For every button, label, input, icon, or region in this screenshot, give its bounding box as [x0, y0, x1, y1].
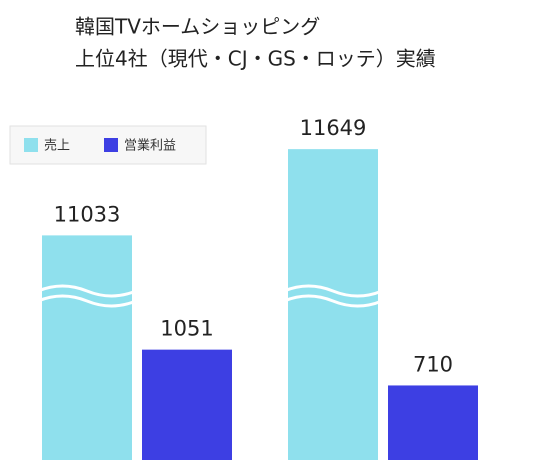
axis-break — [37, 284, 137, 298]
bar — [142, 349, 232, 460]
legend-swatch — [24, 138, 38, 152]
axis-break — [283, 284, 383, 298]
axis-break — [283, 294, 383, 308]
chart-title: 上位4社（現代・CJ・GS・ロッテ）実績 — [75, 47, 436, 71]
bar — [388, 385, 478, 460]
axis-break — [37, 294, 137, 308]
value-label: 1051 — [160, 317, 213, 341]
value-label: 11033 — [54, 202, 121, 226]
legend-label: 売上 — [44, 138, 70, 154]
legend-label: 営業利益 — [124, 138, 176, 154]
chart-title: 韓国TVホームショッピング — [75, 15, 320, 39]
legend-swatch — [104, 138, 118, 152]
bar — [42, 235, 132, 460]
value-label: 710 — [413, 352, 453, 376]
value-label: 11649 — [300, 116, 367, 140]
